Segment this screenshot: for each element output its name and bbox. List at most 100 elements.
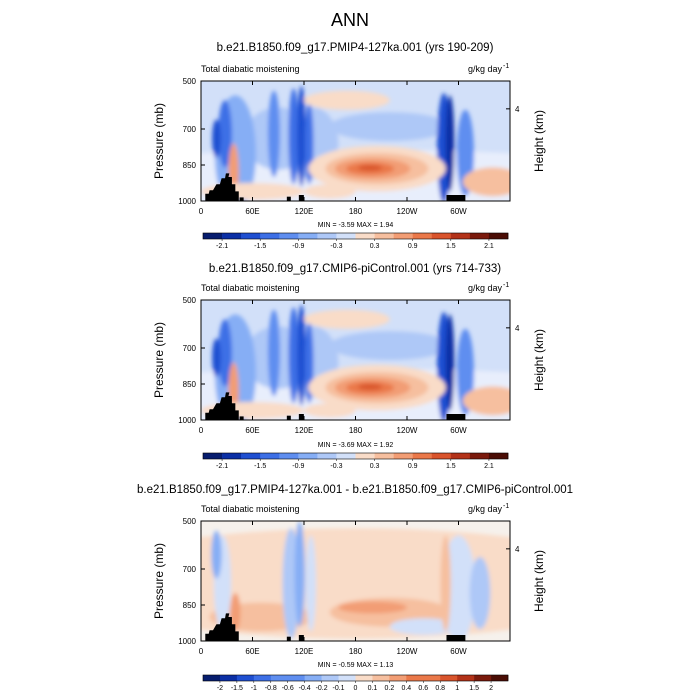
- x-tick-label: 60W: [450, 207, 467, 216]
- colorbar-swatch: [440, 675, 458, 681]
- panels: b.e21.B1850.f09_g17.PMIP4-127ka.001 (yrs…: [137, 42, 573, 692]
- panel-2: b.e21.B1850.f09_g17.CMIP6-piControl.001 …: [152, 263, 546, 470]
- height-tick-label: 4: [515, 324, 520, 333]
- y-tick-label: 700: [183, 565, 197, 574]
- colorbar-swatch: [450, 233, 471, 239]
- contour-field: [201, 81, 510, 201]
- height-tick-label: 4: [515, 545, 520, 554]
- colorbar-swatch: [488, 453, 509, 459]
- colorbar-swatch: [222, 453, 242, 459]
- colorbar-swatch: [241, 453, 261, 459]
- contour-blob: [440, 535, 451, 632]
- contour-field: [201, 521, 510, 641]
- colorbar: -2 -1.5 -1 -0.8 -0.6 -0.4 -0.2 -0.1 0 0.1 0.2 0.4 0.…: [202, 674, 509, 692]
- x-tick-label: 60W: [450, 647, 467, 656]
- x-tick-label: 0: [199, 207, 204, 216]
- colorbar-label: 2.1: [484, 243, 494, 250]
- colorbar-swatch: [423, 675, 441, 681]
- topography-island: [298, 635, 304, 641]
- colorbar-swatch: [355, 233, 375, 239]
- x-tick-label: 120W: [397, 647, 418, 656]
- warm-core: [358, 384, 383, 390]
- topography-andes: [446, 414, 466, 420]
- colorbar-swatch: [355, 453, 375, 459]
- colorbar-label: 0.2: [385, 685, 395, 692]
- colorbar-label: -1.5: [254, 243, 266, 250]
- colorbar-swatch: [203, 453, 223, 459]
- y-tick-label: 700: [183, 125, 197, 134]
- colorbar-label: -2: [217, 685, 223, 692]
- colorbar: -2.1 -1.5 -0.9 -0.3 0.3 0.9 1.5 2.1: [202, 232, 509, 250]
- colorbar-swatch: [431, 453, 452, 459]
- colorbar-swatch: [317, 233, 337, 239]
- colorbar-swatch: [222, 233, 242, 239]
- units-exponent: -1: [503, 503, 509, 510]
- contour-blob: [462, 167, 510, 197]
- colorbar-swatch: [491, 675, 509, 681]
- min-max-stats: MIN = -3.59 MAX = 1.94: [318, 222, 394, 229]
- x-tick-label: 120E: [295, 647, 314, 656]
- contour-blob: [297, 304, 306, 406]
- colorbar-label: -0.1: [333, 685, 345, 692]
- contour-blob: [294, 521, 305, 627]
- colorbar-label: -0.4: [299, 685, 311, 692]
- colorbar-swatch: [236, 675, 255, 681]
- units-label: g/kg day: [468, 283, 503, 293]
- contour-blob: [230, 593, 241, 632]
- x-tick-label: 60W: [450, 426, 467, 435]
- units-exponent: -1: [503, 63, 509, 70]
- topography-island: [286, 636, 291, 641]
- colorbar-swatch: [393, 453, 413, 459]
- y-tick-label: 850: [183, 601, 197, 610]
- colorbar-swatch: [219, 675, 238, 681]
- field-label: Total diabatic moistening: [201, 504, 300, 514]
- colorbar-label: -2.1: [216, 243, 228, 250]
- contour-blob: [462, 386, 510, 416]
- panel-title: b.e21.B1850.f09_g17.PMIP4-127ka.001 (yrs…: [217, 42, 494, 54]
- x-tick-label: 180: [349, 647, 363, 656]
- panel-title: b.e21.B1850.f09_g17.PMIP4-127ka.001 - b.…: [137, 484, 573, 496]
- colorbar-swatch: [287, 675, 305, 681]
- warm-core: [358, 165, 383, 171]
- colorbar-swatch: [374, 233, 394, 239]
- x-tick-label: 0: [199, 647, 204, 656]
- y-axis-right-label: Height (km): [532, 110, 546, 172]
- colorbar-swatch: [298, 453, 318, 459]
- min-max-stats: MIN = -0.59 MAX = 1.13: [318, 662, 394, 669]
- x-tick-label: 180: [349, 426, 363, 435]
- colorbar-swatch: [431, 233, 452, 239]
- colorbar-label: 2.1: [484, 463, 494, 470]
- y-tick-label: 1000: [178, 416, 196, 425]
- y-tick-label: 1000: [178, 637, 196, 646]
- units-label: g/kg day: [468, 504, 503, 514]
- x-tick-label: 180: [349, 207, 363, 216]
- colorbar-swatch: [241, 233, 261, 239]
- contour-blob: [338, 601, 407, 614]
- colorbar-label: -0.8: [265, 685, 277, 692]
- x-tick-label: 60E: [245, 207, 259, 216]
- colorbar-label: 1.5: [469, 685, 479, 692]
- colorbar-swatch: [279, 453, 299, 459]
- colorbar-swatch: [457, 675, 475, 681]
- colorbar-label: -1.5: [231, 685, 243, 692]
- colorbar-frame: [202, 452, 509, 460]
- topography-andes: [446, 195, 466, 201]
- colorbar-label: 2: [489, 685, 493, 692]
- contour-blob: [445, 314, 455, 411]
- colorbar: -2.1 -1.5 -0.9 -0.3 0.3 0.9 1.5 2.1: [202, 452, 509, 470]
- contour-blob: [329, 331, 450, 360]
- contour-blob: [304, 309, 390, 329]
- colorbar-label: 0.9: [408, 243, 418, 250]
- colorbar-swatch: [253, 675, 272, 681]
- colorbar-label: -0.2: [316, 685, 328, 692]
- colorbar-swatch: [203, 233, 223, 239]
- contour-blob: [469, 557, 491, 629]
- contour-blob: [329, 112, 450, 141]
- field-label: Total diabatic moistening: [201, 283, 300, 293]
- contour-blob: [212, 119, 221, 158]
- y-tick-label: 500: [183, 296, 197, 305]
- y-tick-label: 850: [183, 380, 197, 389]
- colorbar-swatch: [260, 233, 280, 239]
- contour-blob: [288, 307, 299, 404]
